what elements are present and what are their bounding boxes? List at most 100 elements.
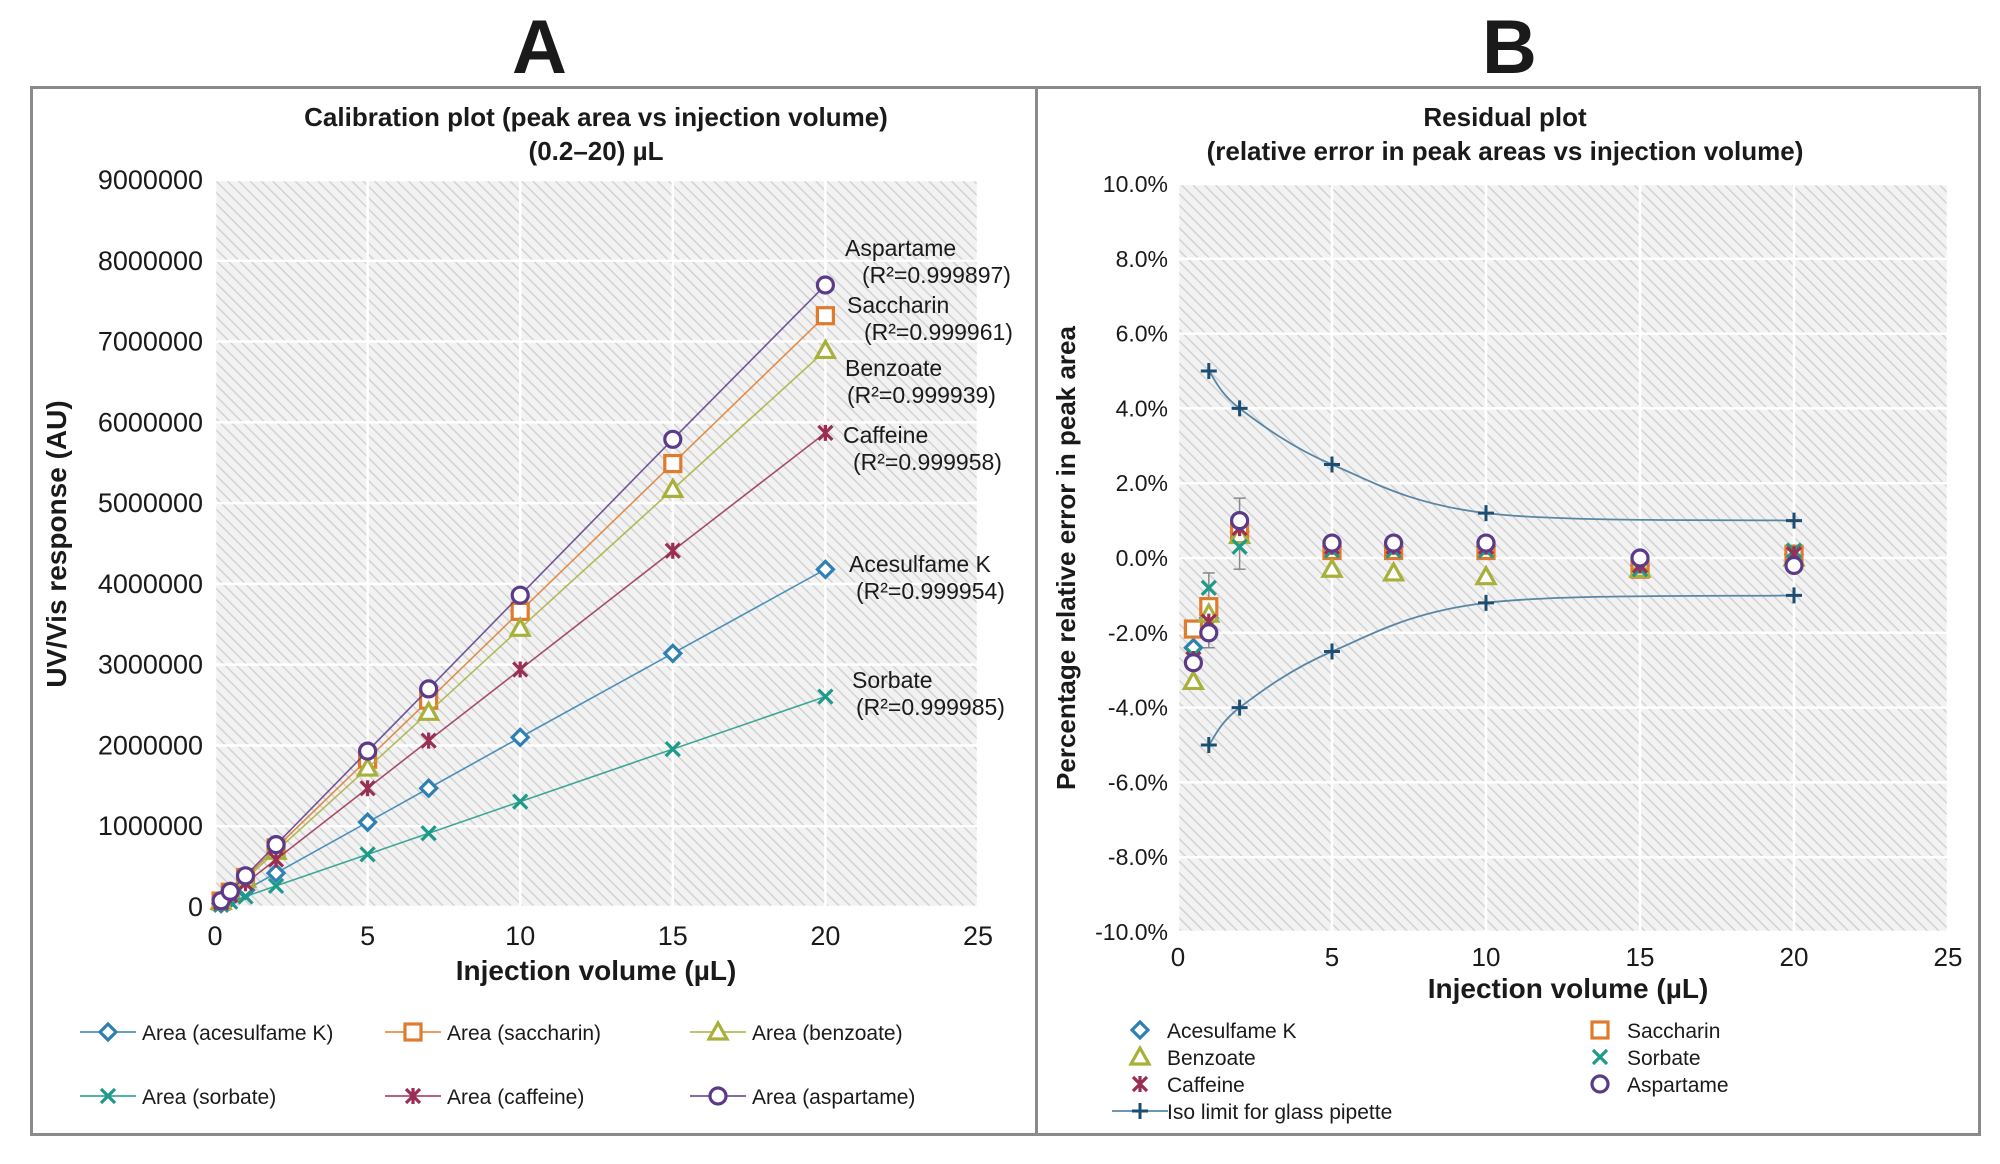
chart-a-y-tick-label: 5000000	[98, 488, 203, 518]
chart-a-plot-area	[215, 180, 978, 907]
data-point-acesulfame	[815, 559, 836, 580]
data-point-saccharin	[815, 306, 836, 326]
legend-b-label-saccharin: Saccharin	[1627, 1020, 1720, 1043]
legend-marker-benzoate	[706, 1019, 730, 1041]
data-point-sorbate	[664, 740, 681, 758]
legend-item-sorbate: Area (sorbate)	[80, 1086, 276, 1109]
residual-point-aspartame	[1183, 653, 1204, 673]
legend-b-label-aspartame: Aspartame	[1627, 1074, 1729, 1097]
chart-a-y-tick-label: 9000000	[98, 165, 203, 195]
chart-b-y-tick-label: -10.0%	[1095, 919, 1168, 945]
data-point-sorbate	[237, 888, 254, 905]
legend-label-saccharin: Area (saccharin)	[447, 1022, 601, 1045]
chart-b-subtitle: (relative error in peak areas vs injecti…	[1207, 136, 1804, 166]
iso-limit-point-upper	[1200, 363, 1217, 379]
legend-item-b-acesulfame: Acesulfame K	[1129, 1019, 1297, 1043]
annotation-name-benzoate: Benzoate	[845, 355, 942, 381]
data-point-caffeine	[420, 732, 437, 749]
legend-item-b-aspartame: Aspartame	[1590, 1074, 1729, 1097]
chart-b-y-axis-label: Percentage relative error in peak area	[1051, 326, 1081, 790]
data-point-sorbate	[267, 877, 285, 895]
chart-b-x-tick-label: 15	[1626, 942, 1655, 972]
chart-b-y-tick-label: 4.0%	[1116, 395, 1168, 421]
legend-item-b-iso: Iso limit for glass pipette	[1112, 1101, 1392, 1124]
legend-b-label-iso: Iso limit for glass pipette	[1167, 1101, 1392, 1124]
data-point-saccharin	[663, 453, 683, 474]
residual-point-benzoate	[1181, 669, 1206, 691]
residual-point-aspartame	[1383, 533, 1404, 553]
data-point-sorbate	[359, 846, 376, 863]
data-point-aspartame	[266, 835, 286, 855]
chart-a-x-tick-label: 15	[658, 921, 688, 951]
panel-a-letter: A	[512, 5, 567, 90]
legend-item-caffeine: Area (caffeine)	[385, 1086, 584, 1109]
data-point-benzoate	[813, 338, 838, 360]
legend-item-saccharin: Area (saccharin)	[385, 1022, 601, 1045]
legend-b-marker-caffeine	[1131, 1075, 1149, 1093]
data-point-caffeine	[817, 424, 834, 441]
legend-item-b-saccharin: Saccharin	[1590, 1020, 1720, 1043]
chart-a-x-tick-label: 20	[810, 921, 840, 951]
annotation-r2-caffeine: (R²=0.999958)	[853, 449, 1002, 475]
panel-b-letter: B	[1482, 5, 1537, 90]
residual-point-aspartame	[1476, 533, 1496, 553]
data-point-acesulfame	[265, 862, 287, 884]
chart-a-y-tick-label: 6000000	[98, 407, 203, 437]
chart-a-x-tick-label: 10	[505, 921, 535, 951]
annotation-r2-benzoate: (R²=0.999939)	[847, 382, 996, 408]
annotation-r2-sorbate: (R²=0.999985)	[856, 694, 1005, 720]
legend-b-marker-benzoate	[1128, 1044, 1152, 1066]
chart-a-title: Calibration plot (peak area vs injection…	[304, 102, 888, 132]
data-point-aspartame	[358, 741, 378, 761]
legend-b-marker-acesulfame	[1129, 1019, 1151, 1041]
data-point-benzoate	[416, 700, 441, 721]
data-point-aspartame	[510, 585, 530, 605]
chart-a-y-tick-label: 2000000	[98, 730, 203, 760]
legend-label-aspartame: Area (aspartame)	[752, 1086, 915, 1109]
iso-limit-point-upper	[1478, 505, 1494, 522]
data-point-acesulfame	[509, 727, 531, 748]
annotation-name-acesulfame: Acesulfame K	[849, 551, 992, 577]
chart-a-x-tick-label: 5	[360, 921, 375, 951]
chart-a-x-tick-label: 0	[207, 921, 222, 951]
legend-marker-sorbate	[99, 1087, 117, 1105]
chart-b-x-tick-label: 25	[1934, 942, 1963, 972]
chart-a-y-axis-label: UV/Vis response (AU)	[41, 400, 72, 687]
iso-limit-point-lower	[1200, 737, 1217, 753]
legend-label-acesulfame: Area (acesulfame K)	[142, 1022, 333, 1045]
chart-b-x-axis-label: Injection volume (µL)	[1428, 973, 1709, 1004]
chart-b-y-tick-label: 2.0%	[1116, 470, 1168, 496]
iso-limit-point-lower	[1478, 594, 1494, 611]
data-point-sorbate	[817, 688, 834, 705]
data-point-sorbate	[512, 793, 529, 810]
iso-limit-point-upper	[1324, 456, 1340, 473]
iso-limit-point-upper	[1786, 512, 1802, 529]
chart-b-x-tick-label: 20	[1780, 942, 1809, 972]
legend-label-benzoate: Area (benzoate)	[752, 1022, 903, 1045]
iso-limit-point-lower	[1324, 643, 1340, 660]
legend-marker-acesulfame	[97, 1021, 119, 1043]
legend-marker-aspartame	[708, 1086, 728, 1106]
legend-marker-saccharin	[403, 1022, 423, 1042]
data-point-acesulfame	[357, 811, 378, 833]
data-point-aspartame	[419, 679, 439, 699]
chart-a-y-tick-label: 0	[188, 892, 203, 922]
legend-b-marker-sorbate	[1591, 1048, 1609, 1066]
legend-item-b-caffeine: Caffeine	[1131, 1074, 1245, 1097]
chart-a-x-tick-label: 25	[963, 921, 993, 951]
legend-b-marker-saccharin	[1590, 1020, 1610, 1040]
data-point-benzoate	[661, 477, 685, 498]
residual-point-benzoate	[1320, 556, 1344, 578]
chart-a-y-tick-label: 8000000	[98, 246, 203, 276]
annotation-r2-saccharin: (R²=0.999961)	[864, 319, 1013, 345]
iso-limit-point-lower	[1231, 699, 1248, 716]
legend-b-label-caffeine: Caffeine	[1167, 1074, 1245, 1097]
chart-a-y-tick-label: 4000000	[98, 569, 203, 599]
legend-b-label-benzoate: Benzoate	[1167, 1047, 1256, 1070]
residual-point-aspartame	[1229, 510, 1250, 531]
chart-b-y-tick-label: 0.0%	[1116, 545, 1168, 571]
annotation-name-sorbate: Sorbate	[852, 667, 933, 693]
legend-label-caffeine: Area (caffeine)	[447, 1086, 584, 1109]
chart-b-y-tick-label: 8.0%	[1116, 246, 1168, 272]
